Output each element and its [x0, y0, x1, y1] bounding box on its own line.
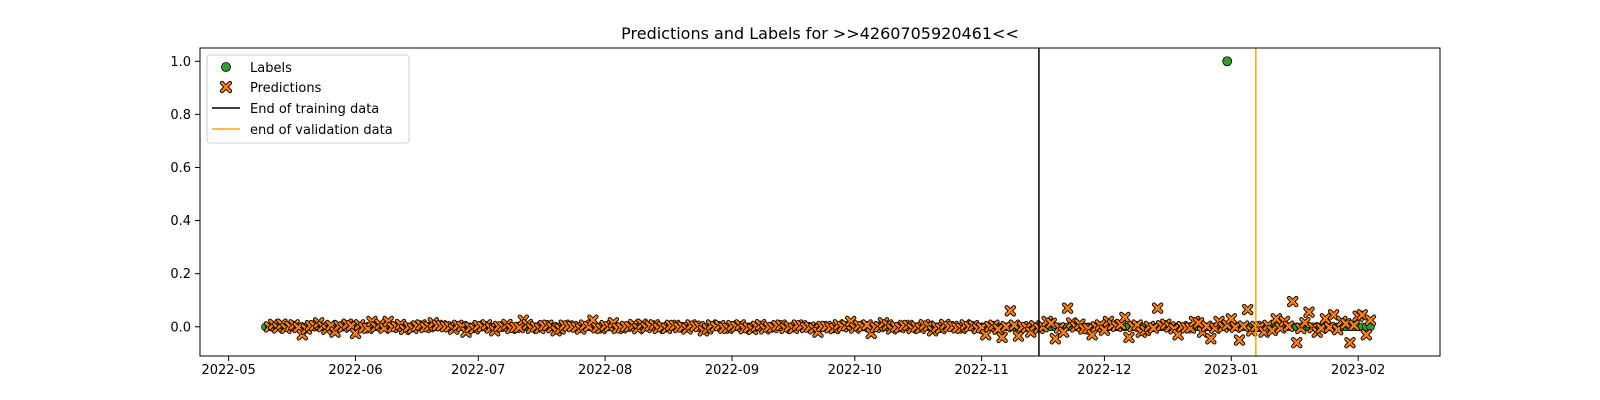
y-tick-label: 0.4 — [170, 214, 191, 229]
prediction-point — [1050, 333, 1061, 344]
prediction-point — [976, 322, 987, 333]
prediction-point — [1013, 331, 1024, 341]
prediction-point — [1361, 329, 1372, 340]
prediction-point — [1226, 314, 1237, 324]
prediction-point — [1099, 325, 1110, 335]
prediction-point — [1287, 296, 1298, 307]
x-tick-label: 2022-10 — [828, 363, 882, 378]
x-tick-label: 2022-08 — [578, 363, 632, 378]
legend-marker-predictions — [220, 81, 232, 93]
x-tick-label: 2022-09 — [705, 363, 759, 378]
prediction-point — [980, 329, 991, 340]
prediction-point — [1238, 321, 1249, 331]
prediction-point — [1001, 321, 1011, 332]
prediction-point — [1242, 304, 1253, 315]
x-tick-label: 2022-06 — [328, 363, 382, 378]
x-tick-label: 2022-12 — [1077, 363, 1131, 378]
prediction-point — [350, 328, 361, 339]
prediction-point — [1304, 307, 1314, 317]
prediction-point — [1124, 332, 1134, 343]
prediction-point — [1234, 335, 1245, 345]
prediction-point — [997, 332, 1007, 343]
plot-frame — [199, 47, 1441, 357]
prediction-point — [1087, 329, 1097, 340]
legend-label-labels: Labels — [250, 61, 292, 76]
prediction-point — [1120, 312, 1130, 323]
prediction-point — [1058, 327, 1069, 337]
legend-label-training: End of training data — [250, 102, 379, 117]
prediction-point — [1005, 306, 1016, 316]
legend-label-predictions: Predictions — [250, 81, 322, 96]
prediction-point — [1230, 322, 1241, 332]
y-tick-label: 0.0 — [170, 320, 191, 335]
prediction-point — [1324, 322, 1335, 333]
prediction-point — [1148, 323, 1159, 333]
legend: Labels Predictions End of training data … — [206, 54, 410, 144]
prediction-point — [514, 322, 525, 333]
prediction-point — [1201, 321, 1212, 331]
prediction-point — [1193, 318, 1204, 328]
prediction-point — [862, 320, 872, 330]
prediction-point — [1332, 324, 1343, 335]
legend-box — [206, 54, 410, 144]
prediction-point — [1267, 325, 1278, 336]
prediction-point — [1316, 323, 1327, 334]
x-tick-label: 2022-07 — [451, 363, 505, 378]
prediction-point — [1283, 321, 1294, 332]
x-tick-label: 2023-01 — [1204, 363, 1258, 378]
y-tick-label: 0.6 — [170, 161, 191, 176]
x-tick-label: 2022-05 — [201, 363, 255, 378]
prediction-point — [346, 320, 357, 331]
prediction-point — [1009, 320, 1020, 331]
prediction-point — [1357, 310, 1368, 320]
axes: 2022-05 2022-06 2022-07 2022-08 2022-09 2022-… — [170, 55, 1385, 378]
y-tick-label: 0.8 — [170, 108, 191, 123]
prediction-point — [1300, 317, 1310, 328]
prediction-point — [1320, 314, 1331, 324]
x-tick-label: 2023-02 — [1331, 363, 1385, 378]
prediction-point — [1152, 303, 1163, 314]
prediction-point — [1349, 320, 1359, 331]
prediction-point — [1173, 329, 1183, 340]
prediction-point — [993, 324, 1003, 334]
prediction-point — [1328, 310, 1339, 320]
x-tick-label: 2022-11 — [954, 363, 1008, 378]
prediction-point — [1341, 318, 1351, 329]
prediction-point — [293, 322, 304, 333]
legend-marker-labels — [221, 62, 231, 72]
prediction-point — [1271, 314, 1282, 324]
prediction-point — [1046, 318, 1057, 328]
label-point-positive — [1222, 56, 1233, 67]
prediction-point — [1206, 333, 1216, 344]
prediction-point — [588, 315, 598, 325]
plot-area — [261, 48, 1377, 356]
prediction-point — [1062, 303, 1073, 314]
chart-title: Predictions and Labels for >>42607059204… — [621, 24, 1019, 43]
prediction-point — [1365, 315, 1376, 325]
prediction-point — [1345, 337, 1355, 348]
prediction-point — [1291, 337, 1302, 348]
legend-label-validation: end of validation data — [250, 123, 393, 138]
y-tick-label: 1.0 — [170, 55, 191, 70]
y-tick-label: 0.2 — [170, 267, 191, 282]
